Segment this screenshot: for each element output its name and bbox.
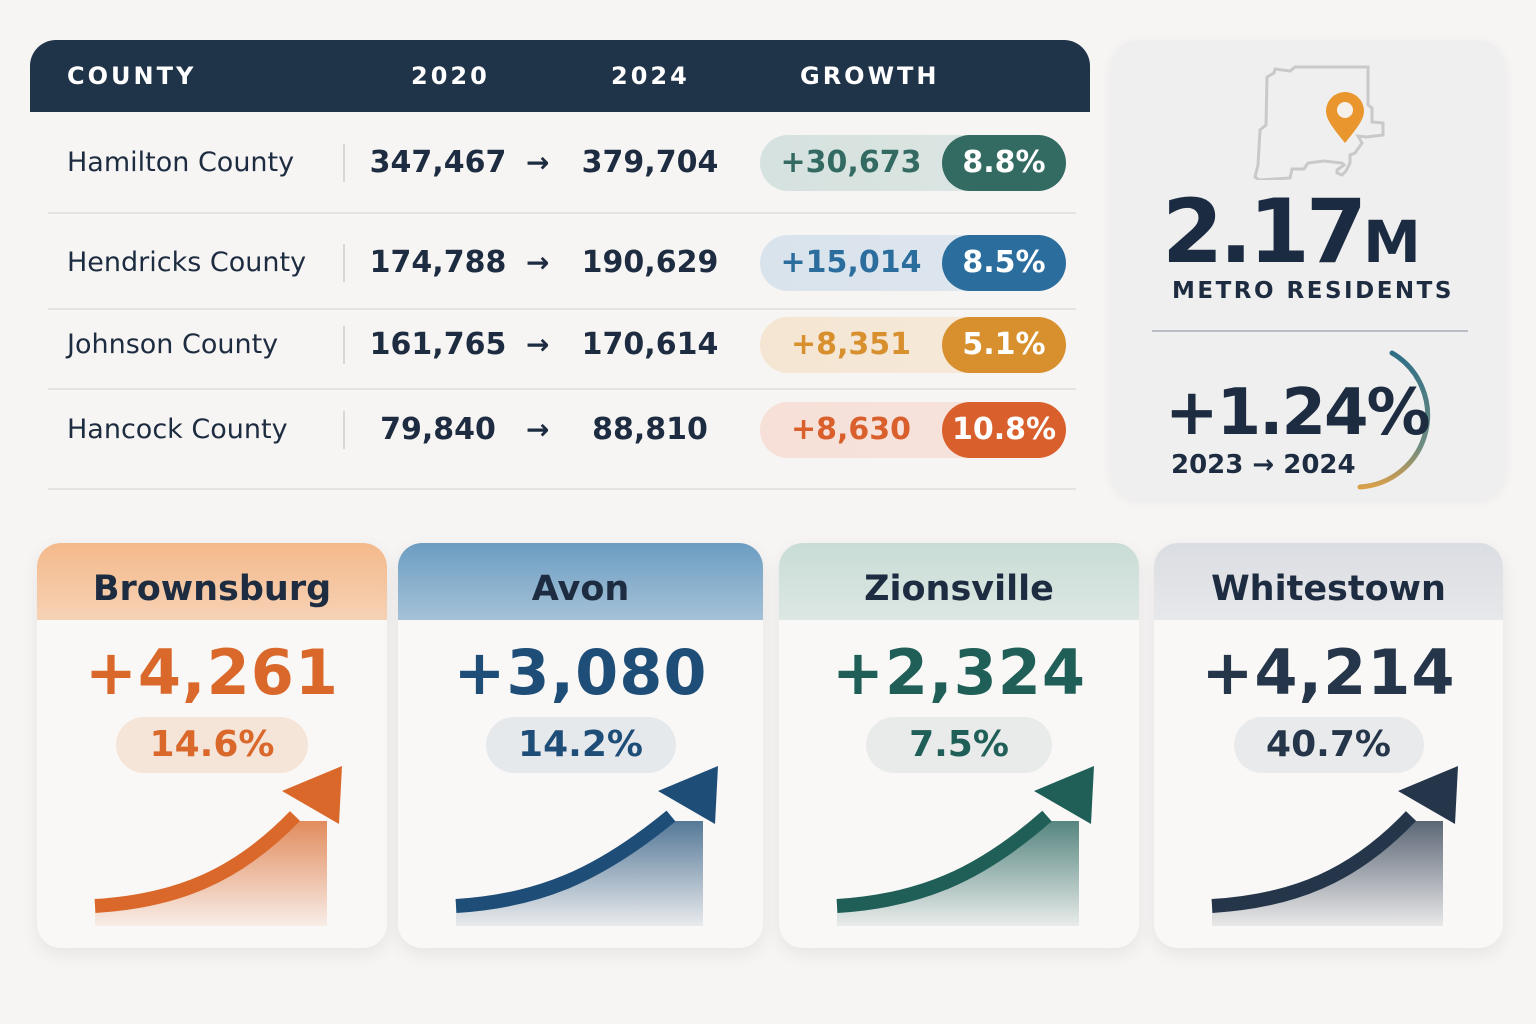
town-name: Brownsburg [37,543,387,620]
metro-summary-card: 2.17M METRO RESIDENTS +1.24% 2023 → 2024 [1110,40,1506,500]
metro-growth-pct: +1.24% [1165,376,1431,450]
arrow-right-icon: → [526,246,550,279]
town-card-whitestown: Whitestown +4,214 40.7% [1154,543,1503,948]
town-name: Whitestown [1154,543,1503,620]
county-growth-table: COUNTY 2020 2024 GROWTH Hamilton County … [30,40,1090,500]
town-growth-absolute: +4,261 [84,636,340,709]
metro-value: 2.17 [1162,180,1367,283]
table-row: Hancock County 79,840 → 88,810 +8,630 10… [48,387,1076,490]
county-name: Hamilton County [67,147,295,178]
population-2020: 161,765 [369,327,507,362]
population-2024: 88,810 [592,412,708,447]
town-growth-absolute: +2,324 [831,636,1087,709]
town-growth-absolute: +3,080 [453,636,708,709]
divider [1152,330,1468,332]
trend-up-arrow-icon [455,766,718,926]
population-2024: 379,704 [581,145,719,180]
growth-pill: +30,673 8.8% [760,135,1066,191]
growth-pill: +15,014 8.5% [760,235,1066,291]
town-growth-percent: 14.2% [485,717,676,773]
population-2020: 174,788 [369,245,507,280]
map-pin-icon [1253,65,1385,180]
population-2020: 347,467 [369,145,507,180]
town-card-zionsville: Zionsville +2,324 7.5% [779,543,1139,948]
table-row: Johnson County 161,765 → 170,614 +8,351 … [48,302,1076,390]
row-divider [48,212,1076,214]
growth-ring [1357,350,1431,490]
column-divider [343,244,345,282]
population-2024: 170,614 [581,327,719,362]
town-name: Zionsville [779,543,1139,620]
column-divider [343,326,345,364]
trend-up-arrow-icon [836,766,1094,926]
growth-pill: +8,630 10.8% [760,402,1066,458]
growth-percent-badge: 8.8% [942,135,1066,191]
row-divider [48,308,1076,310]
header-growth: GROWTH [800,62,940,90]
trend-up-arrow-icon [94,766,342,926]
county-name: Hendricks County [67,247,307,278]
arrow-right-icon: → [526,413,550,446]
table-header: COUNTY 2020 2024 GROWTH [30,40,1090,112]
metro-label: METRO RESIDENTS [1172,278,1454,304]
growth-absolute: +30,673 [780,145,922,180]
population-2024: 190,629 [581,245,719,280]
county-name: Johnson County [67,329,279,360]
metro-unit: M [1363,208,1421,276]
population-2020: 79,840 [380,412,496,447]
row-divider [48,488,1076,490]
growth-percent-badge: 8.5% [942,235,1066,291]
town-card-avon: Avon +3,080 14.2% [398,543,763,948]
growth-percent-badge: 5.1% [942,317,1066,373]
town-growth-percent: 40.7% [1233,717,1424,773]
metro-growth-period: 2023 → 2024 [1171,450,1356,480]
column-divider [343,411,345,449]
growth-absolute: +8,630 [790,412,912,447]
growth-absolute: +15,014 [780,245,922,280]
arrow-right-icon: → [526,328,550,361]
arrow-right-icon: → [526,146,550,179]
header-2020: 2020 [411,62,490,90]
town-growth-percent: 14.6% [116,717,308,773]
metro-population: 2.17M [1162,180,1421,283]
row-divider [48,388,1076,390]
town-growth-percent: 7.5% [866,717,1052,773]
header-2024: 2024 [611,62,690,90]
column-divider [343,144,345,182]
county-name: Hancock County [67,414,288,445]
header-county: COUNTY [67,62,197,90]
town-growth-absolute: +4,214 [1201,636,1456,709]
growth-pill: +8,351 5.1% [760,317,1066,373]
table-row: Hendricks County 174,788 → 190,629 +15,0… [48,212,1076,310]
growth-percent-badge: 10.8% [942,402,1066,458]
town-name: Avon [398,543,763,620]
trend-up-arrow-icon [1211,766,1458,926]
town-card-brownsburg: Brownsburg +4,261 14.6% [37,543,387,948]
table-row: Hamilton County 347,467 → 379,704 +30,67… [48,112,1076,214]
growth-absolute: +8,351 [790,327,912,362]
